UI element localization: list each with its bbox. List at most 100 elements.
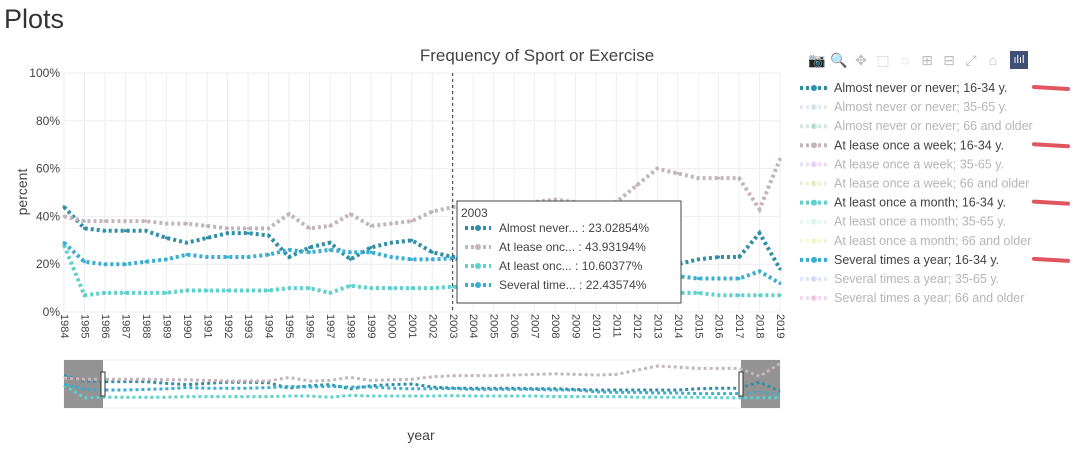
x-tick-label: 2018	[754, 314, 766, 338]
legend-item[interactable]: Several times a year; 66 and older	[834, 291, 1024, 305]
x-tick-label: 1985	[79, 314, 91, 338]
legend-marker	[811, 142, 817, 149]
lasso-icon[interactable]: ◌	[900, 52, 910, 68]
y-tick-label: 100%	[29, 66, 60, 80]
legend-item[interactable]: At least once a month; 35-65 y.	[834, 215, 1006, 229]
legend-item[interactable]: At lease once a week; 35-65 y.	[834, 157, 1004, 171]
box-select-icon[interactable]: ⬚	[876, 51, 890, 68]
data-point	[410, 219, 414, 223]
tooltip-marker	[475, 244, 481, 250]
legend-marker	[811, 161, 817, 168]
home-icon[interactable]: ⌂	[988, 52, 998, 68]
legend-item[interactable]: At lease once a week; 66 and older	[834, 177, 1029, 191]
data-point	[246, 231, 250, 235]
x-tick-label: 1989	[160, 314, 172, 338]
legend-marker	[811, 104, 817, 111]
legend-item[interactable]: Almost never or never; 35-65 y.	[834, 100, 1007, 114]
data-point	[348, 257, 352, 261]
x-tick-label: 2006	[508, 314, 520, 338]
x-tick-label: 2004	[467, 314, 479, 338]
range-slider-handle-right[interactable]	[738, 371, 744, 397]
x-tick-label: 2007	[529, 314, 541, 338]
data-point	[328, 224, 332, 228]
legend-marker	[811, 276, 817, 282]
data-point	[144, 229, 148, 233]
x-axis-label: year	[407, 427, 435, 443]
x-tick-label: 2005	[488, 314, 500, 338]
data-point	[164, 222, 168, 226]
pan-icon[interactable]: ✥	[855, 51, 867, 68]
modebar: 📷 🔍 ✥ ⬚ ◌ ⊞ ⊟ ⤢ ⌂ ılıl	[808, 51, 1028, 69]
legend-marker	[811, 256, 817, 263]
legend-marker	[811, 199, 817, 206]
legend-item[interactable]: Almost never or never; 66 and older	[834, 119, 1033, 133]
data-point	[307, 245, 311, 249]
zoom-out-icon[interactable]: ⊟	[943, 51, 955, 68]
legend-item[interactable]: Several times a year; 16-34 y.	[834, 253, 999, 267]
data-point	[758, 269, 762, 273]
range-slider-series	[63, 374, 781, 393]
data-point	[144, 260, 148, 264]
data-point	[389, 241, 393, 245]
data-point	[123, 229, 127, 233]
data-point	[451, 256, 455, 260]
data-point	[287, 286, 291, 290]
data-point	[655, 167, 659, 171]
data-point	[758, 207, 762, 211]
legend-item[interactable]: Several times a year; 35-65 y.	[834, 272, 999, 286]
x-tick-label: 2014	[672, 314, 684, 338]
data-point	[696, 277, 700, 281]
data-point	[696, 291, 700, 295]
data-point	[717, 176, 721, 180]
data-point	[164, 257, 168, 261]
zoom-in-icon[interactable]: ⊞	[921, 51, 933, 68]
tooltip-row: Almost never... : 23.02854%	[499, 221, 649, 235]
range-slider-handle-left[interactable]	[100, 371, 106, 397]
x-tick-label: 1990	[181, 314, 193, 338]
data-point	[778, 157, 782, 161]
data-point	[410, 286, 414, 290]
red-underline-mark	[1032, 199, 1070, 206]
series-line[interactable]	[62, 241, 782, 286]
zoom-icon[interactable]: 🔍	[830, 51, 848, 68]
data-point	[389, 255, 393, 259]
tooltip-marker	[475, 263, 481, 269]
data-point	[348, 284, 352, 288]
x-tick-label: 2009	[570, 314, 582, 338]
data-point	[348, 212, 352, 216]
x-tick-label: 2013	[651, 314, 663, 338]
legend-item[interactable]: At lease once a week; 16-34 y.	[834, 138, 1004, 152]
y-tick-label: 80%	[36, 114, 60, 128]
data-point	[389, 222, 393, 226]
x-tick-label: 2011	[610, 314, 622, 338]
data-point	[369, 245, 373, 249]
series-line[interactable]	[63, 158, 782, 231]
data-point	[328, 241, 332, 245]
data-point	[737, 277, 741, 281]
data-point	[185, 253, 189, 257]
data-point	[430, 286, 434, 290]
plotly-logo-icon[interactable]: ılıl	[1010, 51, 1028, 69]
legend-item[interactable]: Almost never or never; 16-34 y.	[834, 81, 1007, 95]
data-point	[676, 171, 680, 175]
x-tick-label: 2016	[713, 314, 725, 338]
x-tick-label: 1987	[119, 314, 131, 338]
x-tick-label: 1995	[283, 314, 295, 338]
data-point	[369, 224, 373, 228]
data-point	[267, 288, 271, 292]
x-tick-label: 2000	[385, 314, 397, 338]
data-point	[226, 288, 230, 292]
camera-icon[interactable]: 📷	[808, 51, 826, 68]
data-point	[287, 255, 291, 259]
data-point	[144, 291, 148, 295]
x-tick-label: 2002	[426, 314, 438, 338]
data-point	[205, 224, 209, 228]
data-point	[226, 255, 230, 259]
autoscale-icon[interactable]: ⤢	[965, 51, 977, 68]
legend-item[interactable]: At least once a month; 66 and older	[834, 234, 1031, 248]
legend-item[interactable]: At least once a month; 16-34 y.	[834, 196, 1006, 210]
legend-marker	[811, 295, 817, 302]
tooltip-title: 2003	[461, 206, 488, 220]
data-point	[758, 293, 762, 297]
x-tick-label: 2019	[774, 314, 786, 338]
